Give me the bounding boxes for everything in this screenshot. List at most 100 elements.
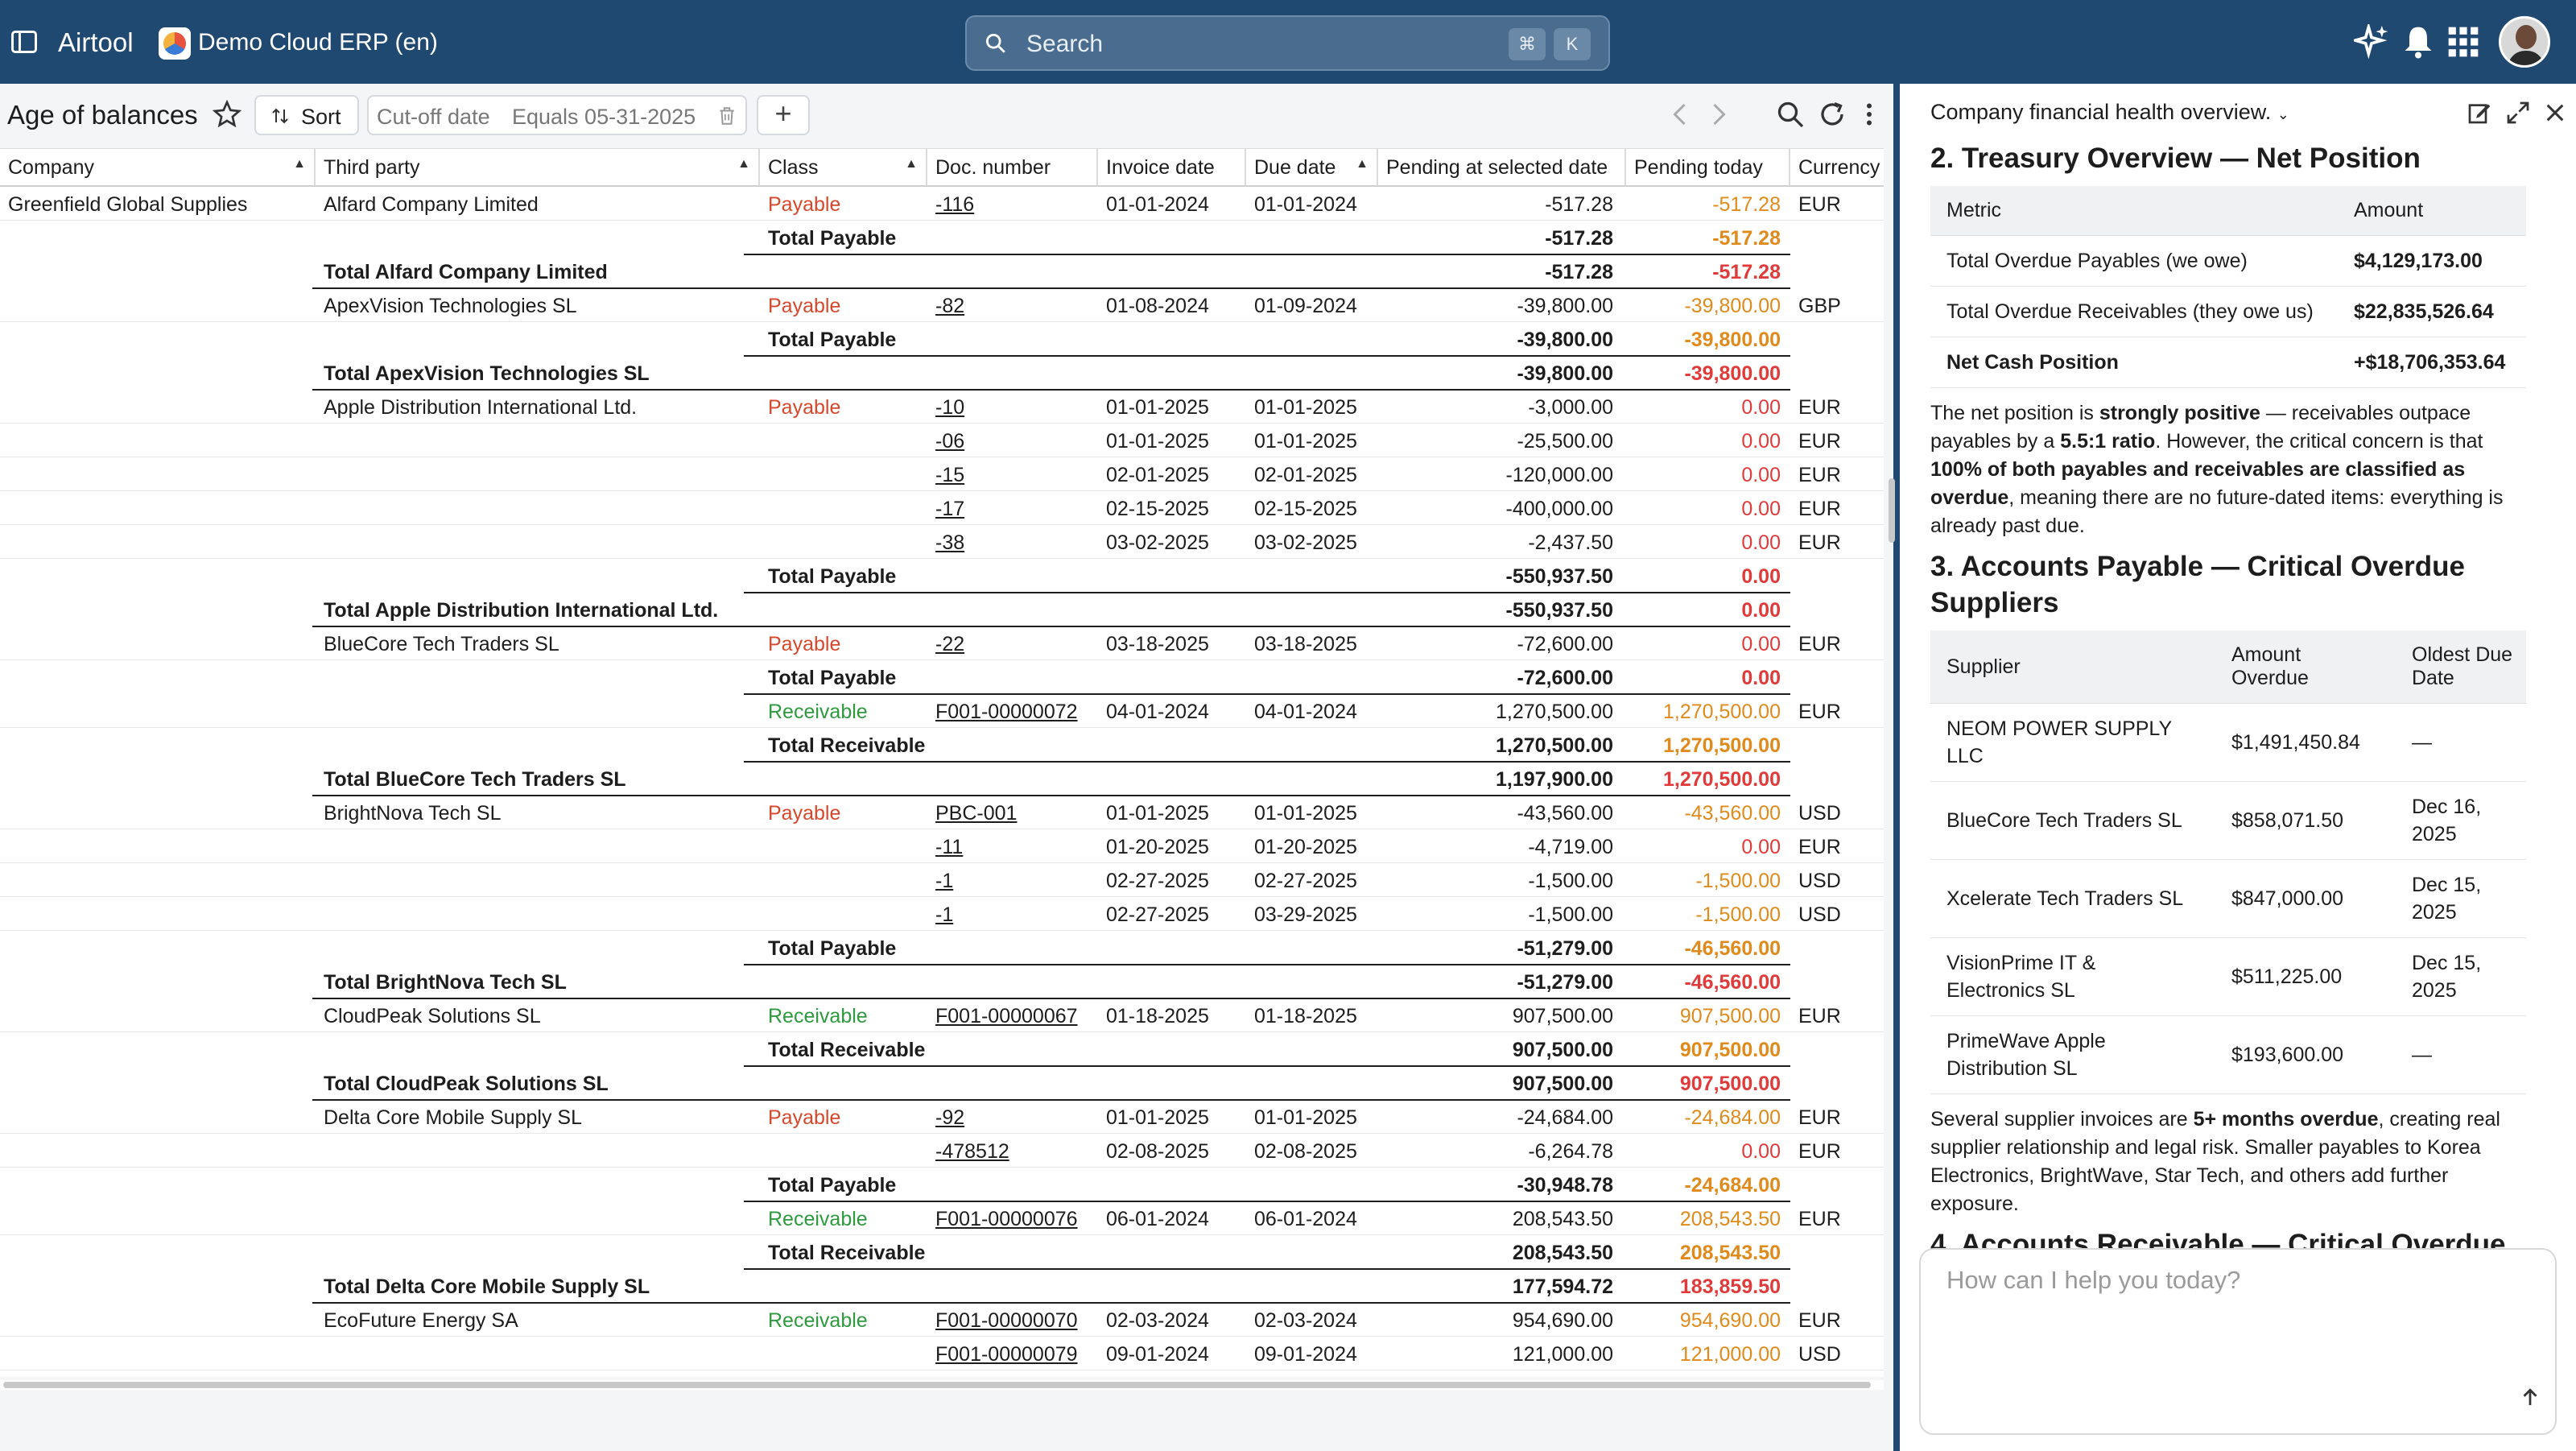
column-header-third-party[interactable]: Third party ▲: [316, 149, 760, 186]
doc-number-link[interactable]: -1: [935, 903, 954, 926]
party-total-row[interactable]: Total Apple Distribution International L…: [0, 593, 1884, 626]
table-row[interactable]: Receivable F001-00000076 06-01-2024 06-01-2…: [0, 1201, 1884, 1235]
text-span: . However, the critical concern is that: [2155, 430, 2483, 453]
row-divider: [0, 321, 1884, 322]
party-total-row[interactable]: Total BlueCore Tech Traders SL 1,197,900.…: [0, 762, 1884, 796]
party-total-row[interactable]: Total CloudPeak Solutions SL 907,500.00 90…: [0, 1066, 1884, 1100]
cutoff-date-filter[interactable]: Cut-off date Equals 05-31-2025: [367, 95, 747, 135]
doc-number-link[interactable]: -38: [935, 531, 965, 554]
table-row[interactable]: -06 01-01-2025 01-01-2025 EUR -25,500.00 0.00: [0, 424, 1884, 457]
table-row[interactable]: Delta Core Mobile Supply SL Payable -92 01-…: [0, 1100, 1884, 1134]
class-total-row[interactable]: Total Receivable 907,500.00 907,500.00: [0, 1032, 1884, 1066]
edit-icon[interactable]: [2467, 100, 2492, 126]
doc-number-link[interactable]: -11: [935, 836, 964, 858]
chevron-right-icon[interactable]: [1703, 100, 1732, 129]
doc-number-link[interactable]: -478512: [935, 1140, 1009, 1163]
party-total-row[interactable]: Total BrightNova Tech SL -51,279.00 -46,56…: [0, 965, 1884, 998]
column-header-company[interactable]: Company ▲: [0, 149, 316, 186]
table-row[interactable]: -478512 02-08-2025 02-08-2025 EUR -6,264.78 0…: [0, 1134, 1884, 1168]
column-header-class[interactable]: Class ▲: [760, 149, 927, 186]
table-row[interactable]: Receivable F001-00000072 04-01-2024 04-01-2…: [0, 694, 1884, 728]
grid-search-icon[interactable]: [1776, 100, 1805, 129]
column-header-due-date[interactable]: Due date ▲: [1246, 149, 1378, 186]
doc-number-link[interactable]: -1: [935, 870, 954, 892]
doc-number-link[interactable]: F001-00000067: [935, 1005, 1078, 1027]
pending-selected-cell: 907,500.00: [1512, 1039, 1613, 1061]
class-total-row[interactable]: Total Receivable 1,270,500.00 1,270,500.00: [0, 728, 1884, 762]
chat-input[interactable]: How can I help you today?: [1919, 1248, 2557, 1435]
trash-icon[interactable]: [716, 105, 737, 127]
vertical-scrollbar[interactable]: [1889, 478, 1895, 543]
class-total-row[interactable]: Total Payable -51,279.00 -46,560.00: [0, 931, 1884, 965]
favorite-star-icon[interactable]: [213, 100, 242, 129]
table-row[interactable]: -38 03-02-2025 03-02-2025 EUR -2,437.50 0.00: [0, 525, 1884, 559]
doc-number-link[interactable]: F001-00000070: [935, 1309, 1078, 1332]
doc-number-link[interactable]: -92: [935, 1106, 965, 1129]
doc-number-link[interactable]: -82: [935, 295, 965, 317]
user-avatar[interactable]: [2499, 16, 2550, 68]
doc-number-link[interactable]: F001-00000076: [935, 1208, 1078, 1230]
doc-number-link[interactable]: -10: [935, 396, 965, 419]
table-row[interactable]: F001-00000079 09-01-2024 09-01-2024 USD 121,…: [0, 1337, 1884, 1370]
table-row[interactable]: BlueCore Tech Traders SL Payable -22 03-18-…: [0, 626, 1884, 660]
row-divider: [0, 1336, 1884, 1337]
pending-today-cell: -517.28: [1712, 261, 1781, 283]
table-row[interactable]: BrightNova Tech SL Payable PBC-001 01-01-20…: [0, 796, 1884, 829]
column-header-currency[interactable]: Currency: [1790, 149, 1884, 186]
table-row[interactable]: Greenfield Global Supplies Alfard Company…: [0, 187, 1884, 221]
doc-number-link[interactable]: -116: [935, 193, 975, 216]
sort-button[interactable]: Sort: [254, 95, 359, 135]
class-total-row[interactable]: Total Receivable 208,543.50 208,543.50: [0, 1235, 1884, 1269]
table-row[interactable]: -1 02-27-2025 03-29-2025 USD -1,500.00 -1,500…: [0, 897, 1884, 931]
add-filter-button[interactable]: +: [757, 95, 810, 135]
table-row[interactable]: CloudPeak Solutions SL Receivable F001-000…: [0, 998, 1884, 1032]
table-cell: Net Cash Position: [1930, 337, 2338, 388]
scrollbar-thumb[interactable]: [3, 1382, 1871, 1388]
doc-number-link[interactable]: -22: [935, 633, 965, 655]
chevron-left-icon[interactable]: [1666, 100, 1695, 129]
table-row[interactable]: EcoFuture Energy SA Receivable F001-000000…: [0, 1303, 1884, 1337]
class-total-row[interactable]: Total Payable -72,600.00 0.00: [0, 660, 1884, 694]
doc-number-link[interactable]: F001-00000079: [935, 1343, 1078, 1366]
expand-icon[interactable]: [2505, 100, 2531, 126]
table-row[interactable]: -1 02-27-2025 02-27-2025 USD -1,500.00 -1,500…: [0, 863, 1884, 897]
doc-number-link[interactable]: F001-00000072: [935, 701, 1078, 723]
column-header-pending-today[interactable]: Pending today: [1626, 149, 1790, 186]
apps-grid-icon[interactable]: [2446, 24, 2481, 60]
doc-number-link[interactable]: PBC-001: [935, 802, 1018, 825]
main-panel: Age of balances Sort Cut-off date Equals…: [0, 84, 1895, 1451]
horizontal-scrollbar[interactable]: [0, 1380, 1884, 1390]
doc-number-link[interactable]: -15: [935, 464, 965, 486]
close-icon[interactable]: [2542, 100, 2568, 126]
table-row[interactable]: ApexVision Technologies SL Payable -82 01-0…: [0, 288, 1884, 322]
invoice-date-cell: 02-08-2025: [1106, 1140, 1209, 1163]
sparkle-ai-icon[interactable]: [2354, 24, 2389, 60]
sidebar-toggle-icon[interactable]: [11, 31, 37, 53]
text-span: — receivables outpace payables by a: [1930, 402, 2471, 453]
table-row[interactable]: Apple Distribution International Ltd. Pay…: [0, 390, 1884, 424]
table-row[interactable]: -17 02-15-2025 02-15-2025 EUR -400,000.00 0.0…: [0, 491, 1884, 525]
refresh-icon[interactable]: [1818, 100, 1847, 129]
class-total-row[interactable]: Total Payable -30,948.78 -24,684.00: [0, 1168, 1884, 1201]
more-vertical-icon[interactable]: [1855, 100, 1884, 129]
send-arrow-icon[interactable]: [2518, 1385, 2542, 1409]
doc-number-link[interactable]: -06: [935, 430, 965, 453]
company-selector[interactable]: Demo Cloud ERP (en): [198, 29, 438, 56]
class-total-row[interactable]: Total Payable -517.28 -517.28: [0, 221, 1884, 254]
column-header-doc-number[interactable]: Doc. number: [927, 149, 1098, 186]
column-header-invoice-date[interactable]: Invoice date: [1098, 149, 1246, 186]
party-total-row[interactable]: Total ApexVision Technologies SL -39,800.…: [0, 356, 1884, 390]
party-total-row[interactable]: Total Alfard Company Limited -517.28 -517.…: [0, 254, 1884, 288]
class-total-row[interactable]: Total Payable -39,800.00 -39,800.00: [0, 322, 1884, 356]
column-header-pending-selected[interactable]: Pending at selected date: [1378, 149, 1626, 186]
class-total-row[interactable]: Total Payable -550,937.50 0.00: [0, 559, 1884, 593]
table-row[interactable]: -11 01-20-2025 01-20-2025 EUR -4,719.00 0.00: [0, 829, 1884, 863]
table-row[interactable]: -15 02-01-2025 02-01-2025 EUR -120,000.00 0.0…: [0, 457, 1884, 491]
app-name[interactable]: Airtool: [58, 27, 134, 57]
bell-icon[interactable]: [2401, 24, 2436, 60]
conversation-title[interactable]: Company financial health overview. ⌄: [1930, 100, 2289, 125]
doc-number-link[interactable]: -17: [935, 498, 965, 520]
party-total-row[interactable]: Total Delta Core Mobile Supply SL 177,594…: [0, 1269, 1884, 1303]
search-input[interactable]: Search ⌘ K: [965, 15, 1610, 71]
sort-asc-icon: ▲: [737, 157, 750, 171]
